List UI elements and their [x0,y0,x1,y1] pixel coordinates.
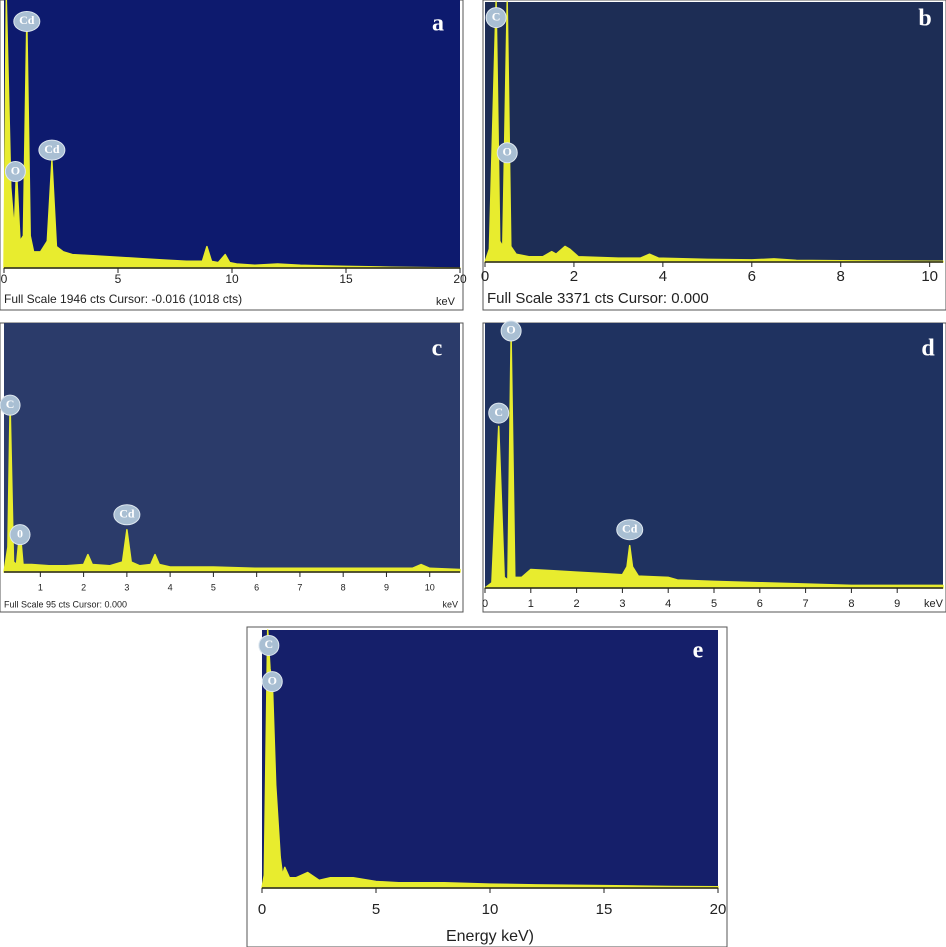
panel: 0 5 10 15 20 C Oe Energy keV) [246,626,728,947]
x-tick-label: 0 [482,598,488,610]
peak-label: Cd [44,142,60,156]
x-tick-label: 20 [453,272,467,286]
peak-label-badge [496,142,518,164]
panel: 0 1 2 3 4 5 6 7 8 9 C O Cd d keV [482,320,946,613]
x-tick-label: 8 [848,598,854,610]
x-tick-label: 20 [710,901,727,918]
plot-background [485,323,943,588]
x-tick-label: 10 [482,901,499,918]
peak-label: C [492,9,501,23]
x-axis-label: keV [442,599,458,609]
peak-label: Cd [119,506,135,520]
peak-label-badge [258,634,280,656]
x-tick-label: 7 [803,598,809,610]
x-tick-label: 1 [528,598,534,610]
x-tick-label: 8 [341,582,346,592]
x-tick-label: 8 [837,268,845,285]
plot-background [485,2,943,262]
spectrum [3,0,461,269]
peak-label: C [6,397,15,411]
x-tick-label: 0 [258,901,266,918]
x-axis-label: keV [924,598,944,610]
peak-label-badge [0,394,21,416]
panel-label: c [432,336,443,362]
footer: Full Scale 3371 cts Cursor: 0.000 [487,290,709,307]
x-axis-label: Energy keV) [446,928,534,945]
peak-label-badge [500,320,522,342]
peak-label-badge [488,402,510,424]
footer: Full Scale 1946 cts Cursor: -0.016 (1018… [4,292,242,306]
x-tick-label: 4 [659,268,667,285]
peak-label: O [11,163,20,177]
peak-label: Cd [19,13,35,27]
peak-label-badge [261,671,283,693]
x-tick-label: 5 [711,598,717,610]
peak-label-badge [13,10,41,32]
panel: 0 5 10 15 20 Cd O Cd a Full Scale 1946 cts Cursor… [0,0,467,311]
panel: 0 2 4 6 8 10 C Ob Full Scale 3371 cts Cursor: 0.… [481,0,946,311]
x-tick-label: 0 [481,268,489,285]
x-tick-label: 10 [425,582,435,592]
plot-background [262,630,718,888]
plot-background [4,323,460,572]
panel: 1 2 3 4 5 6 7 8 9 10 C 0 Cd c Full Scale 95 cts Cursor… [0,322,464,613]
peak-label-badge [113,504,141,526]
spectrum [484,335,944,589]
x-tick-label: 2 [574,598,580,610]
spectrum [484,1,944,263]
x-tick-label: 0 [1,272,8,286]
spectrum [261,629,719,889]
x-tick-label: 3 [124,582,129,592]
peak-label: C [265,637,274,651]
x-tick-label: 2 [570,268,578,285]
x-tick-label: 10 [225,272,239,286]
peak-label: 0 [17,526,23,540]
x-tick-label: 6 [757,598,763,610]
x-tick-label: 5 [115,272,122,286]
peak-label-badge [9,524,31,546]
x-tick-label: 1 [38,582,43,592]
peak-label-badge [38,139,66,161]
x-tick-label: 10 [921,268,938,285]
x-tick-label: 15 [596,901,613,918]
x-tick-label: 6 [254,582,259,592]
x-tick-label: 2 [81,582,86,592]
x-tick-label: 5 [372,901,380,918]
x-tick-label: 15 [339,272,353,286]
panel-label: a [432,11,444,37]
peak-label-badge [616,519,644,541]
peak-label: O [506,323,515,337]
panel-label: b [918,6,931,32]
x-tick-label: 4 [168,582,173,592]
x-tick-label: 4 [665,598,671,610]
plot-background [4,0,460,268]
x-tick-label: 6 [748,268,756,285]
peak-label: C [494,405,503,419]
x-tick-label: 9 [894,598,900,610]
panel-label: d [921,336,935,362]
peak-label-badge [4,161,26,183]
x-tick-label: 9 [384,582,389,592]
x-tick-label: 3 [619,598,625,610]
peak-label: Cd [622,521,638,535]
peak-label: O [503,145,512,159]
panel-label: e [693,638,704,664]
peak-label-badge [485,7,507,29]
x-tick-label: 7 [297,582,302,592]
peak-label: O [268,673,277,687]
footer: Full Scale 95 cts Cursor: 0.000 [4,599,127,609]
x-tick-label: 5 [211,582,216,592]
x-axis-label: keV [436,296,456,308]
